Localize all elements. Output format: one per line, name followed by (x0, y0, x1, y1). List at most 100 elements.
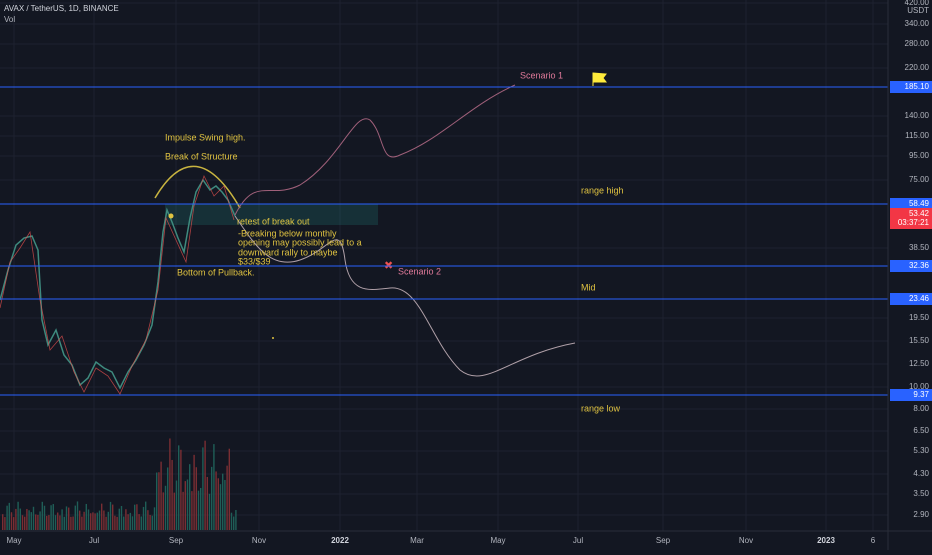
price-label: 12.50 (909, 359, 930, 368)
symbol: AVAX / TetherUS, 1D, BINANCE (4, 4, 119, 13)
level-label: 9.37 (913, 390, 929, 399)
volume-bar (32, 506, 35, 530)
volume-bar (125, 509, 127, 530)
volume-bar (105, 516, 107, 530)
volume-bar (39, 511, 41, 530)
time-label: Sep (169, 536, 184, 545)
time-label: 2023 (817, 536, 835, 545)
volume-bar (43, 505, 46, 530)
price-label: 8.00 (913, 404, 929, 413)
price-label: 340.00 (905, 19, 930, 28)
volume-bar (76, 501, 79, 530)
level-label: 58.49 (909, 199, 930, 208)
level-label: 23.46 (909, 294, 930, 303)
volume-bar (217, 478, 219, 530)
volume-bar (180, 449, 182, 530)
volume-bar (101, 503, 103, 530)
volume-bar (195, 467, 197, 530)
volume-bar (52, 504, 54, 530)
time-label: Mar (410, 536, 424, 545)
currency: USDT (907, 6, 929, 15)
level-tag (890, 293, 932, 305)
volume-bar (206, 476, 208, 530)
volume-bar (2, 514, 4, 530)
volume-bar (142, 506, 145, 530)
volume-bar (197, 490, 200, 530)
volume-bar (81, 516, 83, 530)
volume-bar (211, 466, 213, 530)
time-label: Jul (573, 536, 583, 545)
volume-bar (112, 504, 114, 530)
volume-bar (230, 512, 233, 530)
price-label: 38.50 (909, 243, 930, 252)
level-tag (890, 260, 932, 272)
volume-bar (48, 515, 50, 530)
volume-bar (134, 504, 136, 530)
volume-bar (175, 480, 178, 530)
volume-bar (59, 515, 61, 530)
volume-bar (98, 510, 101, 530)
volume-bar (184, 481, 186, 530)
annotation: range high (581, 185, 624, 195)
volume-bar (178, 445, 180, 530)
volume-bar (96, 512, 98, 530)
volume-bar (6, 505, 8, 530)
volume-bar (160, 461, 162, 530)
last-price-tag (890, 208, 932, 229)
volume-bar (30, 512, 32, 530)
volume-bar (226, 465, 228, 530)
volume-bar (35, 514, 37, 530)
volume-bar (74, 505, 76, 530)
volume-bar (138, 514, 140, 530)
volume-bar (208, 493, 211, 530)
volume-bar (193, 454, 195, 530)
annotation: Impulse Swing high. (165, 132, 246, 142)
annotation: $33/$39 (238, 256, 271, 266)
price-label: 5.30 (913, 446, 929, 455)
volume-bar (10, 512, 13, 530)
countdown: 03:37:21 (898, 218, 930, 227)
time-label: May (6, 536, 21, 545)
volume-bar (149, 514, 151, 530)
volume-bar (37, 514, 39, 530)
volume-bar (191, 491, 193, 530)
volume-bar (109, 501, 112, 530)
price-label: 3.50 (913, 489, 929, 498)
level-tag (890, 81, 932, 93)
volume-bar (4, 517, 6, 530)
volume-bar (158, 472, 160, 530)
volume-bar (164, 485, 167, 530)
time-axis: May Jul Sep Nov 2022 Mar May Jul Sep Nov 2023 6 (6, 536, 875, 545)
volume-bar (17, 501, 19, 530)
volume-bar (200, 487, 202, 530)
annotation: downward rally to maybe (238, 247, 338, 257)
price-label: 95.00 (909, 151, 930, 160)
price-label: 75.00 (909, 175, 930, 184)
level-tag (890, 389, 932, 401)
volume-bar (171, 459, 173, 530)
volume-label: Vol (4, 15, 15, 24)
volume-bar (21, 515, 24, 530)
volume-bar (219, 484, 222, 530)
annotation: Bottom of Pullback. (177, 267, 255, 277)
volume-bar (24, 516, 26, 530)
volume-bar (116, 516, 118, 530)
price-label: 15.50 (909, 336, 930, 345)
annotation: Scenario 1 (520, 70, 563, 80)
volume-bar (151, 515, 153, 530)
volume-bar (57, 512, 59, 530)
level-label: 185.10 (905, 82, 930, 91)
price-wicks (0, 174, 235, 395)
volume-bar (147, 510, 149, 530)
annotation: range low (581, 403, 621, 413)
price-label: 19.50 (909, 313, 930, 322)
scenario-1-path (234, 84, 516, 216)
swing-arc (154, 165, 241, 209)
volume-bar (83, 511, 85, 530)
volume-bar (118, 508, 120, 530)
annotation: Scenario 2 (398, 266, 441, 276)
last-price: 53.42 (909, 209, 930, 218)
volume-bar (72, 516, 74, 530)
volume-bar (15, 508, 17, 530)
